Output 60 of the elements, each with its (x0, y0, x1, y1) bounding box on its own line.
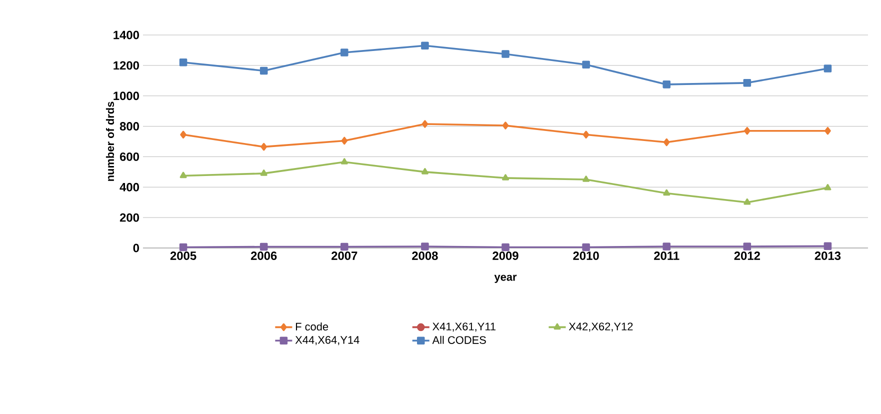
y-tick-label: 600 (120, 152, 139, 161)
point (582, 243, 590, 252)
point (743, 242, 752, 250)
y-tick-label: 1400 (114, 30, 139, 40)
point (582, 60, 590, 69)
x-tick-label: 2009 (492, 252, 518, 260)
point (502, 50, 510, 58)
point (180, 172, 187, 178)
legend-label: All CODES (432, 336, 486, 344)
point (421, 42, 429, 50)
point (421, 242, 429, 250)
point (340, 48, 348, 56)
legend-label: F code (296, 322, 328, 331)
point (582, 176, 590, 182)
point (260, 170, 268, 176)
point (502, 122, 509, 130)
point (663, 138, 670, 146)
point (744, 126, 750, 135)
point (663, 189, 670, 196)
x-tick-label: 2008 (412, 252, 438, 260)
x-tick-label: 2005 (170, 252, 196, 260)
point (260, 142, 267, 151)
point (340, 242, 348, 251)
x-tick-label: 2006 (250, 252, 277, 260)
point (340, 158, 348, 164)
point (422, 120, 428, 128)
legend-label: X41,X61,Y11 (432, 322, 496, 332)
point (180, 130, 186, 139)
x-tick-label: 2007 (332, 252, 358, 260)
legend-label: X42,X62,Y12 (568, 322, 633, 332)
y-tick-label: 1000 (114, 92, 139, 100)
x-tick-label: 2011 (654, 252, 680, 260)
point (662, 242, 670, 250)
y-tick-label: 400 (120, 182, 139, 192)
point (824, 184, 832, 190)
point (179, 58, 188, 66)
point (421, 168, 428, 174)
point (662, 80, 670, 88)
legend-label: X44,X64,Y14 (295, 336, 360, 346)
point (744, 198, 751, 205)
point (502, 174, 509, 180)
y-tick-label: 1200 (114, 61, 139, 70)
point (260, 242, 268, 251)
point (824, 64, 832, 72)
point (179, 243, 188, 252)
y-tick-label: 800 (120, 122, 139, 131)
point (341, 136, 348, 145)
x-tick-label: 2010 (573, 252, 599, 260)
y-axis-title: number of drds (106, 102, 114, 181)
x-tick-label: 2012 (734, 252, 760, 260)
point (824, 242, 832, 250)
x-axis-title: year (494, 274, 517, 283)
x-tick-label: 2013 (814, 252, 841, 260)
point (743, 79, 752, 87)
point (582, 130, 590, 139)
point (260, 66, 268, 75)
point (502, 243, 510, 252)
point (824, 126, 831, 135)
y-tick-label: 200 (120, 213, 139, 222)
y-tick-label: 0 (133, 244, 139, 252)
